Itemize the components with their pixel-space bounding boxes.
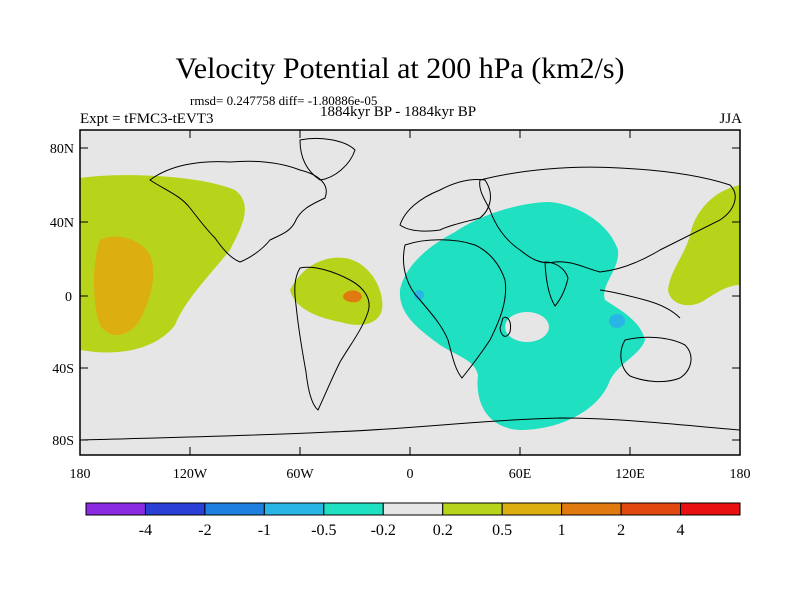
colorbar-label: 1 <box>558 522 566 539</box>
colorbar-label: 2 <box>617 522 625 539</box>
africa-outline <box>403 239 507 379</box>
colorbar-label: -0.5 <box>311 522 336 539</box>
experiment-label: Expt = tFMC3-tEVT3 <box>80 111 214 127</box>
greenland-outline <box>299 137 356 181</box>
colorbar-swatch <box>442 502 503 516</box>
asia-outline <box>479 166 736 273</box>
southeast-asia-outline <box>599 289 681 319</box>
colorbar-swatch <box>561 502 622 516</box>
colorbar-swatch <box>263 502 325 516</box>
pacific-positive-core <box>94 236 154 336</box>
negative-region-hole <box>505 312 549 342</box>
lat-label-40n: 40N <box>50 216 74 231</box>
lon-label-0: 0 <box>407 467 414 482</box>
colorbar-label: -2 <box>198 522 211 539</box>
west-pacific-positive-region <box>668 185 740 306</box>
europe-outline <box>399 179 491 232</box>
plot-title: Velocity Potential at 200 hPa (km2/s) <box>175 52 625 85</box>
colorbar-swatch <box>204 502 265 516</box>
lat-label-80s: 80S <box>52 434 74 449</box>
north-america-outline <box>149 160 327 263</box>
colorbar-label: -4 <box>139 522 152 539</box>
lat-label-eq: 0 <box>65 290 72 305</box>
south-america-positive-core <box>343 290 362 303</box>
colorbar-swatch <box>680 502 741 516</box>
lon-label-120w: 120W <box>173 467 208 482</box>
colorbar-swatch <box>85 502 146 516</box>
colorbar-label: 4 <box>677 522 685 539</box>
lon-label-60e: 60E <box>509 467 532 482</box>
colorbar: -4 -2 -1 -0.5 -0.2 0.2 0.5 1 2 4 <box>85 502 741 539</box>
lon-label-60w: 60W <box>286 467 314 482</box>
south-america-positive-region <box>290 257 383 325</box>
colorbar-swatch <box>323 502 384 516</box>
colorbar-label: 0.2 <box>433 522 453 539</box>
india-outline <box>544 261 569 307</box>
colorbar-label: -1 <box>258 522 271 539</box>
colorbar-swatch <box>501 502 563 516</box>
colorbar-label: -0.2 <box>371 522 396 539</box>
lon-label-180w: 180 <box>70 467 91 482</box>
lat-ticks <box>80 147 740 441</box>
season-label: JJA <box>719 111 742 127</box>
contour-fields <box>80 175 740 430</box>
madagascar-outline <box>499 316 511 337</box>
colorbar-label: 0.5 <box>492 522 512 539</box>
south-america-outline <box>294 266 370 411</box>
lon-label-120e: 120E <box>615 467 645 482</box>
negative-core-east <box>609 314 625 328</box>
continent-outlines <box>80 137 740 441</box>
lat-label-40s: 40S <box>52 362 74 377</box>
period-label: 1884kyr BP - 1884kyr BP <box>320 104 477 120</box>
lon-label-180e: 180 <box>730 467 751 482</box>
australia-outline <box>620 336 692 383</box>
colorbar-swatch <box>620 502 682 516</box>
antarctica-outline <box>80 417 740 441</box>
lat-label-80n: 80N <box>50 142 74 157</box>
negative-core-west <box>414 290 424 300</box>
colorbar-swatch <box>144 502 206 516</box>
stats-label: rmsd= 0.247758 diff= -1.80886e-05 <box>190 93 378 108</box>
lon-ticks <box>79 130 631 455</box>
colorbar-swatch <box>382 502 444 516</box>
